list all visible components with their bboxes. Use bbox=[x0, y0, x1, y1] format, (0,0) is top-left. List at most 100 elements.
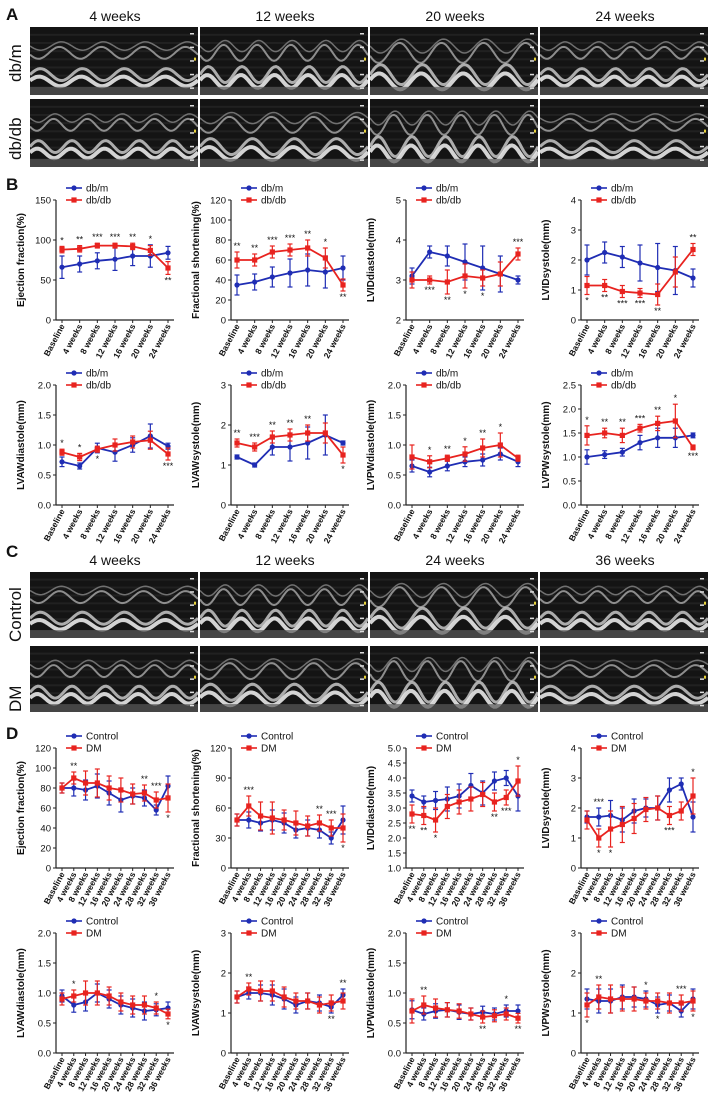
data-point bbox=[130, 791, 136, 797]
y-tick-label: 2.0 bbox=[38, 381, 51, 392]
data-point bbox=[94, 258, 100, 264]
y-tick-label: 2 bbox=[396, 316, 401, 327]
chart-d5: 0.00.51.01.52.0LVAWdiastole(mm)Baseline4… bbox=[16, 917, 174, 1093]
data-point bbox=[462, 259, 468, 265]
data-point bbox=[432, 797, 439, 804]
y-axis-label: Ejection fraction(%) bbox=[16, 213, 27, 307]
y-tick-label: 40 bbox=[40, 824, 51, 835]
significance-star: * bbox=[463, 436, 467, 446]
data-point bbox=[234, 994, 240, 1000]
legend-label: DM bbox=[436, 929, 452, 940]
y-tick-label: 1.5 bbox=[38, 959, 51, 970]
significance-star: ** bbox=[328, 1014, 336, 1024]
significance-star: * bbox=[341, 843, 345, 853]
significance-star: ** bbox=[420, 826, 428, 836]
chart-b8: 0.00.51.01.52.02.5LVPWsystole(mm)Baselin… bbox=[541, 369, 699, 545]
significance-star: ** bbox=[245, 972, 253, 982]
y-tick-label: 4.5 bbox=[388, 759, 401, 770]
y-tick-label: 2.0 bbox=[563, 405, 576, 416]
panel-c-col-12weeks: 12 weeks bbox=[255, 552, 315, 568]
data-point bbox=[602, 452, 608, 458]
data-point bbox=[503, 775, 509, 781]
significance-star: ** bbox=[444, 444, 452, 454]
y-axis-label: LVPWdiastole(mm) bbox=[366, 948, 377, 1038]
y-tick-label: 120 bbox=[210, 744, 226, 755]
panel-b-label: B bbox=[6, 175, 19, 194]
data-point bbox=[672, 418, 678, 424]
significance-star: ** bbox=[420, 985, 428, 995]
y-tick-label: 0 bbox=[571, 316, 576, 327]
y-tick-label: 2.5 bbox=[388, 819, 401, 830]
panel-c-echo-image bbox=[200, 572, 368, 638]
data-point bbox=[94, 990, 100, 996]
significance-star: * bbox=[585, 415, 589, 425]
y-tick-label: 100 bbox=[210, 216, 226, 227]
y-tick-label: 0 bbox=[221, 1049, 226, 1060]
data-point bbox=[287, 432, 293, 438]
data-point bbox=[602, 430, 608, 436]
panel-a-echo-image bbox=[370, 99, 538, 167]
significance-star: ** bbox=[251, 243, 259, 253]
y-tick-label: 1.0 bbox=[563, 453, 576, 464]
significance-star: *** bbox=[326, 809, 337, 819]
data-point bbox=[246, 986, 252, 992]
data-point bbox=[409, 1008, 415, 1014]
data-point bbox=[678, 781, 684, 787]
red-series-line bbox=[236, 988, 344, 1006]
data-point bbox=[468, 1011, 474, 1017]
data-point bbox=[153, 807, 159, 813]
y-tick-label: 1 bbox=[571, 1009, 576, 1020]
data-point bbox=[631, 815, 637, 822]
data-point bbox=[269, 274, 275, 280]
legend-marker bbox=[71, 370, 77, 376]
legend-marker bbox=[596, 930, 602, 936]
y-tick-label: 0 bbox=[221, 864, 226, 875]
y-tick-label: 1.0 bbox=[388, 441, 401, 452]
data-point bbox=[602, 249, 608, 256]
significance-star: ** bbox=[491, 812, 499, 822]
legend-marker bbox=[246, 918, 252, 924]
y-tick-label: 3 bbox=[571, 774, 576, 785]
panel-a-echo-image bbox=[30, 99, 198, 167]
data-point bbox=[444, 279, 450, 285]
significance-star: * bbox=[499, 422, 503, 432]
data-point bbox=[59, 996, 65, 1002]
data-point bbox=[59, 785, 65, 791]
panel-a-label: A bbox=[6, 5, 19, 24]
y-tick-label: 30 bbox=[215, 834, 226, 845]
legend-label: db/m bbox=[436, 369, 458, 380]
data-point bbox=[643, 998, 649, 1004]
legend-label: DM bbox=[261, 929, 277, 940]
legend-marker bbox=[421, 733, 427, 739]
data-point bbox=[281, 994, 287, 1000]
data-point bbox=[305, 998, 311, 1004]
data-point bbox=[305, 823, 311, 829]
data-point bbox=[584, 454, 590, 460]
blue-series-line bbox=[587, 782, 694, 822]
y-tick-label: 60 bbox=[215, 256, 226, 267]
legend-label: Control bbox=[86, 917, 118, 928]
y-tick-label: 80 bbox=[215, 236, 226, 247]
significance-star: ** bbox=[233, 241, 241, 251]
panel-c-col-4weeks: 4 weeks bbox=[89, 552, 141, 568]
data-point bbox=[106, 993, 112, 999]
legend-label: Control bbox=[611, 917, 643, 928]
legend-marker bbox=[421, 370, 427, 376]
y-tick-label: 0.5 bbox=[38, 471, 51, 482]
y-tick-label: 20 bbox=[40, 844, 51, 855]
blue-series-line bbox=[586, 996, 694, 1013]
panel-a-col-12weeks: 12 weeks bbox=[255, 8, 315, 24]
legend-marker bbox=[71, 185, 77, 191]
significance-star: * bbox=[72, 979, 76, 989]
significance-star: ** bbox=[601, 417, 609, 427]
data-point bbox=[607, 996, 614, 1002]
panel-a-col-24weeks: 24 weeks bbox=[595, 8, 655, 24]
significance-star: * bbox=[428, 445, 432, 455]
y-axis-label: LVAWsystole(mm) bbox=[191, 950, 202, 1036]
data-point bbox=[234, 454, 240, 460]
significance-star: * bbox=[96, 454, 100, 464]
